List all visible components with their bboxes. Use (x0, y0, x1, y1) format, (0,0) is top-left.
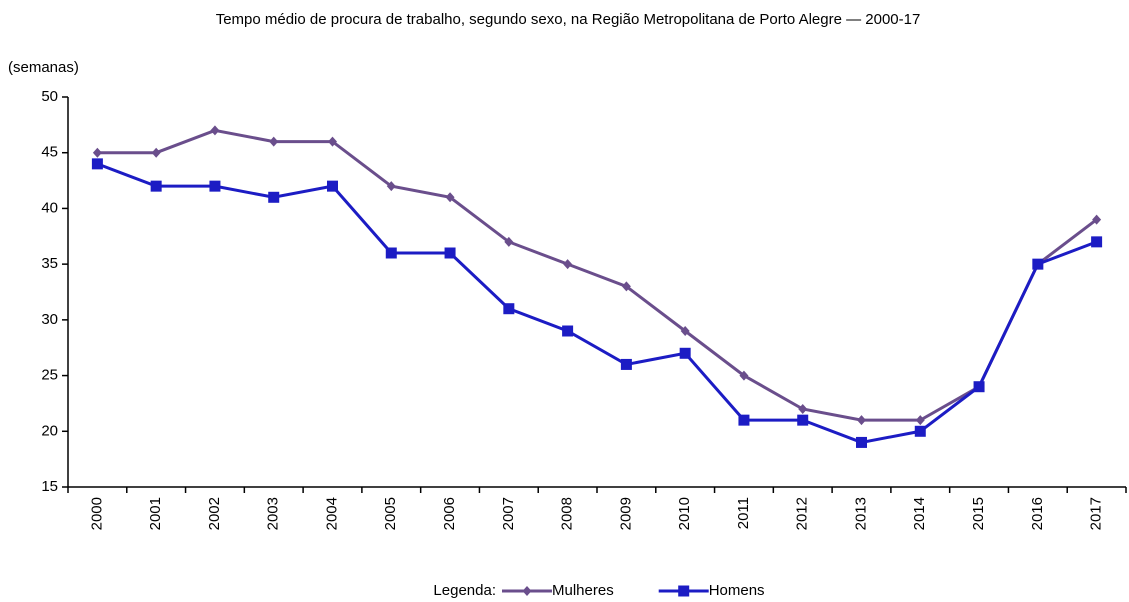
data-point (620, 358, 632, 370)
data-point (385, 247, 397, 259)
legend-marker (522, 586, 532, 596)
data-point (738, 414, 750, 426)
x-tick-label: 2005 (382, 497, 399, 530)
x-tick-label: 2016 (1029, 497, 1046, 530)
data-point (856, 436, 867, 448)
legend-title: Legenda: (433, 582, 496, 599)
data-point (445, 192, 455, 203)
data-point (797, 414, 809, 426)
x-tick-label: 2012 (794, 497, 811, 530)
data-point (1032, 258, 1044, 270)
data-point (915, 415, 925, 426)
data-point (386, 181, 396, 192)
data-point (269, 136, 279, 147)
y-tick-label: 15 (41, 478, 58, 495)
data-point (857, 415, 866, 426)
legend-marker (678, 585, 690, 597)
data-point (209, 180, 221, 192)
data-point (151, 147, 161, 158)
y-tick-label: 40 (41, 199, 58, 216)
x-tick-label: 2017 (1088, 497, 1105, 530)
x-tick-label: 2003 (265, 497, 282, 530)
x-tick-label: 2008 (559, 497, 576, 530)
series-line (97, 128, 1098, 422)
data-point (1091, 236, 1103, 248)
data-point (210, 125, 220, 136)
chart-title: Tempo médio de procura de trabalho, segu… (216, 11, 921, 28)
x-tick-label: 2011 (735, 497, 752, 529)
y-tick-label: 35 (41, 255, 58, 272)
y-axis-label: (semanas) (8, 59, 79, 76)
y-tick-label: 50 (41, 88, 58, 105)
data-point (328, 136, 337, 147)
y-tick-label: 20 (41, 422, 58, 439)
data-point (973, 381, 985, 393)
x-tick-label: 2004 (323, 497, 340, 530)
data-point (798, 404, 808, 414)
x-tick-label: 2007 (500, 497, 517, 530)
data-point (739, 370, 749, 381)
x-tick-label: 2015 (970, 497, 987, 530)
series-line (96, 162, 1098, 444)
x-tick-label: 2013 (852, 497, 869, 530)
data-point (503, 303, 515, 315)
legend-label: Mulheres (552, 582, 614, 599)
data-point (1092, 214, 1102, 225)
data-point (680, 326, 690, 336)
data-point (563, 259, 573, 270)
x-tick-label: 2009 (617, 497, 634, 530)
legend-label: Homens (709, 582, 765, 599)
x-tick-label: 2000 (88, 497, 105, 530)
y-tick-label: 25 (41, 367, 58, 384)
data-point (679, 347, 691, 359)
y-tick-label: 45 (41, 144, 58, 161)
x-tick-label: 2010 (676, 497, 693, 530)
data-point (914, 425, 926, 437)
data-point (621, 281, 631, 292)
data-point (562, 325, 574, 337)
data-point (327, 180, 338, 192)
x-tick-label: 2002 (206, 497, 223, 530)
data-point (268, 191, 280, 203)
data-point (444, 247, 456, 259)
y-tick-label: 30 (41, 311, 58, 328)
data-point (504, 236, 514, 247)
data-point (91, 158, 103, 170)
x-tick-label: 2006 (441, 497, 458, 530)
x-tick-label: 2001 (147, 497, 164, 530)
data-point (92, 147, 102, 158)
data-point (150, 180, 162, 192)
x-tick-label: 2014 (911, 497, 928, 530)
